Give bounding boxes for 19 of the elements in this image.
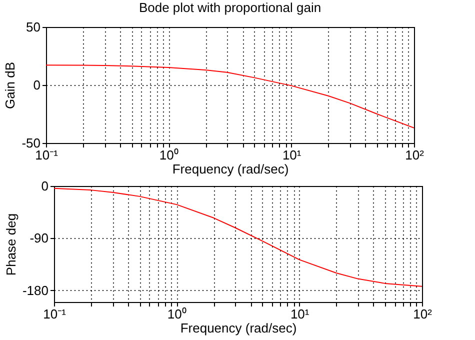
x-axis-title: Frequency (rad/sec) [172,162,289,176]
x-tick-label: 10⁻¹ [35,148,59,162]
x-tick-label: 10⁰ [167,306,187,322]
x-axis-title: Frequency (rad/sec) [180,320,297,336]
x-tick-label: 10² [413,306,433,322]
x-tick-label: 10⁰ [159,148,179,162]
y-tick-label: -180 [22,282,48,298]
y-tick-label: -90 [30,230,48,246]
chart-title: Bode plot with proportional gain [138,0,322,15]
x-tick-label: 10¹ [282,148,302,162]
y-tick-label: -50 [22,136,40,150]
y-tick-label: 50 [26,20,40,34]
x-tick-label: 10⁻¹ [43,306,67,322]
y-axis-title: Gain dB [2,62,18,109]
y-axis-title: Phase deg [3,213,18,276]
y-tick-label: 0 [41,178,48,194]
y-tick-label: 0 [33,78,40,92]
x-tick-label: 10² [405,148,425,162]
x-tick-label: 10¹ [290,306,310,322]
